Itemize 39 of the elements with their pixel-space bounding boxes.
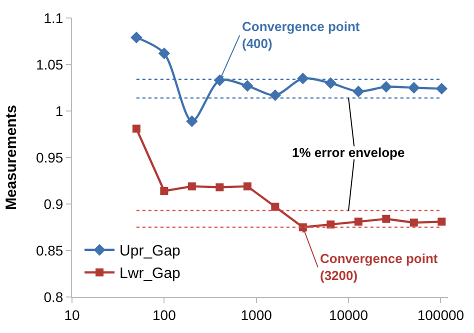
y-axis-title: Measurements xyxy=(3,104,20,210)
annotation: 1% error envelope xyxy=(292,145,405,160)
x-tick-label: 1000 xyxy=(240,306,272,323)
legend-label: Lwr_Gap xyxy=(120,265,180,282)
point xyxy=(354,218,362,226)
point xyxy=(436,82,448,95)
y-tick-label: 0.85 xyxy=(36,242,64,258)
annotation: Convergence point (3200) xyxy=(320,251,438,283)
x-tick-label: 100000 xyxy=(417,306,464,323)
point xyxy=(160,186,168,195)
point xyxy=(382,214,390,223)
y-tick-label: 1.1 xyxy=(44,10,64,26)
x-tick-label: 100 xyxy=(152,306,176,323)
point xyxy=(216,183,224,192)
point xyxy=(158,47,170,60)
y-tick-label: 0.8 xyxy=(44,288,64,305)
point xyxy=(438,218,446,226)
point xyxy=(410,218,418,227)
x-tick-label: 10000 xyxy=(329,306,368,323)
x-tick-label: 10 xyxy=(64,306,80,323)
point xyxy=(188,182,196,190)
y-tick-label: 0.9 xyxy=(44,196,64,212)
point xyxy=(269,89,282,102)
y-tick-label: 1.05 xyxy=(36,56,64,72)
point xyxy=(242,80,254,92)
point xyxy=(132,124,140,133)
point xyxy=(186,115,198,128)
point xyxy=(324,77,337,89)
legend-label: Upr_Gap xyxy=(120,242,180,260)
point xyxy=(352,86,364,98)
point xyxy=(326,220,335,228)
point xyxy=(243,182,252,190)
point xyxy=(271,202,280,211)
point xyxy=(408,82,420,94)
annotation: Convergence point (400) xyxy=(242,19,360,51)
y-tick-label: 0.95 xyxy=(36,149,64,166)
point xyxy=(380,80,392,93)
point xyxy=(130,32,142,44)
y-tick-label: 1 xyxy=(55,102,64,119)
